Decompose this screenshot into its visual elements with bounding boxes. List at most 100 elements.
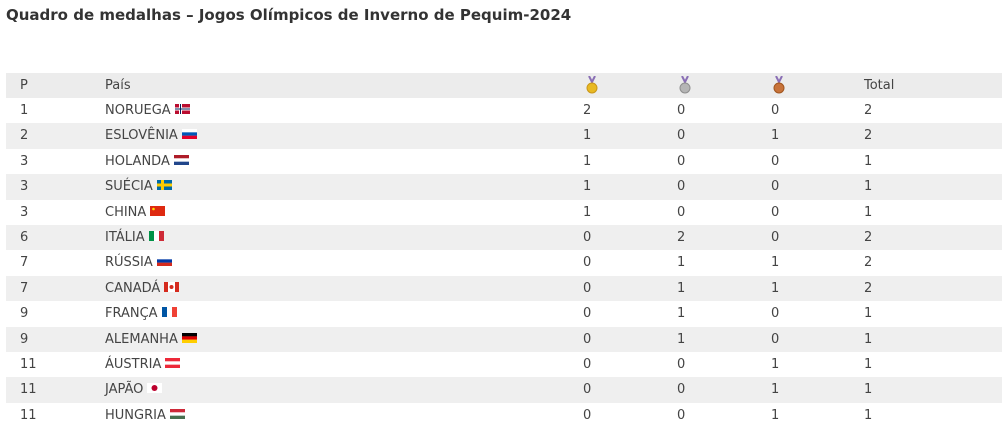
cell-value: 0 [677,128,686,144]
cell: 1 [771,123,779,148]
medal-table: P País Total 1 NORUEGA 2 0 0 2 2 ESLOVÊNIA 1 0 1 2 3… [6,73,1002,428]
country-name: FRANÇA [105,306,158,322]
cell-value: 0 [583,382,592,398]
cell-value: 0 [771,153,780,169]
flag-icon [169,408,185,419]
cell: 0 [677,403,685,428]
header-cell: Total [864,78,895,93]
cell-value: 1 [864,356,873,372]
country-name: RÚSSIA [105,255,153,271]
cell-value: 11 [20,382,37,398]
cell: 7 [20,276,28,301]
cell-value: 11 [20,407,37,423]
table-row: 3 HOLANDA 1 0 0 1 [6,149,1002,174]
country-cell: ITÁLIA [105,225,164,250]
cell: 7 [20,250,28,275]
header-cell: P [20,78,28,93]
header-row: P País Total [6,73,1002,98]
cell: 1 [20,98,28,123]
cell: 1 [864,403,872,428]
cell: 9 [20,327,28,352]
flag-icon [161,307,177,318]
cell: 0 [583,250,591,275]
cell-value: 0 [583,407,592,423]
cell-value: 0 [771,204,780,220]
flag-icon [156,180,172,191]
cell-value: 1 [583,179,592,195]
cell: 0 [583,327,591,352]
country-name: JAPÃO [105,382,144,398]
cell: 1 [771,377,779,402]
cell: 1 [677,301,685,326]
cell-value: 0 [771,331,780,347]
cell-value: 1 [677,306,686,322]
country-name: ITÁLIA [105,229,145,245]
silver-medal-icon [679,76,691,94]
cell-value: 3 [20,204,29,220]
cell: 1 [864,327,872,352]
cell: 0 [583,403,591,428]
flag-icon [150,205,166,216]
cell: 0 [771,200,779,225]
table-row: 7 RÚSSIA 0 1 1 2 [6,250,1002,275]
country-name: NORUEGA [105,103,171,118]
country-name: ALEMANHA [105,331,178,347]
country-cell: NORUEGA [105,98,190,123]
country-cell: CANADÁ [105,276,180,301]
cell-value: 1 [864,306,873,322]
flag-icon [165,357,181,368]
country-cell: FRANÇA [105,301,177,326]
cell-value: 1 [864,179,873,195]
cell-value: 0 [583,229,592,245]
cell-value: 0 [583,280,592,296]
cell: 0 [677,149,685,174]
cell: 3 [20,200,28,225]
cell-value: 0 [677,356,686,372]
cell: 1 [583,174,591,199]
country-name: ÁUSTRIA [105,356,162,372]
header-cell: País [105,78,131,93]
cell-value: 7 [20,255,29,271]
page-title: Quadro de medalhas – Jogos Olímpicos de … [6,6,572,24]
cell-value: 1 [771,280,780,296]
table-row: 11 ÁUSTRIA 0 0 1 1 [6,352,1002,377]
country-cell: RÚSSIA [105,250,172,275]
cell: 0 [583,225,591,250]
cell-value: 2 [864,103,873,118]
cell: 6 [20,225,28,250]
cell: 11 [20,403,37,428]
cell-value: 6 [20,229,29,245]
country-cell: ALEMANHA [105,327,197,352]
cell-value: 1 [771,356,780,372]
cell: 1 [864,174,872,199]
cell: 1 [771,403,779,428]
cell: 1 [864,377,872,402]
cell-value: 0 [677,103,686,118]
flag-icon [173,154,189,165]
cell-value: 2 [677,229,686,245]
cell: 1 [864,149,872,174]
flag-icon [181,332,197,343]
cell-value: 2 [864,128,873,144]
country-name: HOLANDA [105,153,170,169]
cell-value: 0 [771,179,780,195]
cell-value: 0 [771,306,780,322]
cell: 1 [771,250,779,275]
table-row: 6 ITÁLIA 0 2 0 2 [6,224,1002,251]
cell-value: 1 [864,382,873,398]
cell: 2 [864,123,872,148]
cell-value: 2 [864,280,873,296]
country-cell: HUNGRIA [105,403,185,428]
cell: 2 [864,225,872,250]
flag-icon [156,256,172,267]
cell-value: 1 [771,407,780,423]
cell: 3 [20,149,28,174]
cell-value: 1 [864,153,873,169]
cell: 0 [583,301,591,326]
gold-medal-icon [586,76,598,94]
cell-value: 1 [771,255,780,271]
cell-value: 0 [677,153,686,169]
table-row: 9 FRANÇA 0 1 0 1 [6,301,1002,326]
table-row: 7 CANADÁ 0 1 1 2 [6,275,1002,302]
